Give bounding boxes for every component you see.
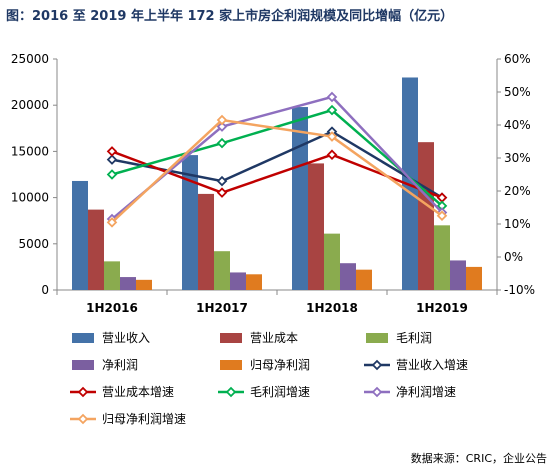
x-axis-tick-label: 1H2017 bbox=[196, 301, 248, 315]
bar bbox=[356, 269, 372, 290]
legend-label: 毛利润 bbox=[396, 331, 432, 345]
legend-label: 净利润 bbox=[102, 358, 138, 372]
line-point bbox=[106, 217, 118, 228]
right-axis-tick-label: 40% bbox=[504, 118, 531, 132]
left-axis-tick-label: 10000 bbox=[11, 191, 49, 205]
right-axis-tick-label: 60% bbox=[504, 52, 531, 66]
legend-marker bbox=[77, 386, 89, 398]
legend-swatch bbox=[72, 333, 94, 343]
series-line bbox=[111, 95, 443, 221]
bar bbox=[230, 272, 246, 290]
line-point bbox=[106, 146, 118, 157]
bar bbox=[88, 209, 104, 290]
bar bbox=[120, 277, 136, 290]
legend-marker bbox=[371, 386, 383, 398]
bar bbox=[292, 107, 308, 290]
source-note: 数据来源：CRIC，企业公告 bbox=[410, 452, 547, 465]
line-point bbox=[106, 169, 118, 180]
chart-title: 图：2016 至 2019 年上半年 172 家上市房企利润规模及同比增幅（亿元… bbox=[6, 9, 454, 24]
bar bbox=[136, 279, 152, 290]
legend-marker bbox=[371, 359, 383, 371]
series-line bbox=[111, 118, 443, 224]
right-axis-tick-label: 50% bbox=[504, 85, 531, 99]
bar bbox=[182, 155, 198, 290]
line-point bbox=[216, 114, 228, 126]
legend-label: 归母净利润增速 bbox=[102, 412, 186, 426]
bar bbox=[214, 251, 230, 290]
left-axis-tick-label: 15000 bbox=[11, 144, 49, 158]
bar bbox=[418, 142, 434, 290]
legend-marker bbox=[225, 386, 237, 398]
left-axis-tick-label: 20000 bbox=[11, 98, 49, 112]
legend-label: 归母净利润 bbox=[250, 358, 310, 372]
legend-label: 营业收入增速 bbox=[396, 358, 468, 372]
bar bbox=[72, 180, 88, 290]
line-point bbox=[106, 154, 118, 165]
line-point bbox=[216, 175, 228, 187]
bar bbox=[402, 77, 418, 290]
left-axis-tick-label: 25000 bbox=[11, 52, 49, 66]
line-point bbox=[326, 91, 338, 103]
right-axis-tick-label: 10% bbox=[504, 217, 531, 231]
bar bbox=[434, 225, 450, 290]
series-line bbox=[111, 130, 443, 199]
bar bbox=[104, 261, 120, 290]
x-axis-tick-label: 1H2016 bbox=[86, 301, 138, 315]
x-axis-tick-label: 1H2019 bbox=[416, 301, 468, 315]
line-point bbox=[326, 131, 338, 142]
legend-swatch bbox=[366, 333, 388, 343]
legend-swatch bbox=[72, 360, 94, 370]
bar bbox=[450, 260, 466, 290]
legend-swatch bbox=[220, 333, 242, 343]
left-axis-tick-label: 0 bbox=[41, 283, 49, 297]
line-point bbox=[326, 104, 338, 116]
legend-label: 营业收入 bbox=[102, 331, 150, 345]
line-point bbox=[216, 121, 228, 132]
line-point bbox=[326, 149, 338, 160]
legend-swatch bbox=[220, 360, 242, 370]
legend-label: 营业成本 bbox=[250, 331, 298, 345]
legend-marker bbox=[77, 413, 89, 425]
right-axis-tick-label: -10% bbox=[504, 283, 535, 297]
line-point bbox=[216, 187, 228, 198]
right-axis-tick-label: 0% bbox=[504, 250, 523, 264]
bar bbox=[466, 266, 482, 290]
bar bbox=[198, 193, 214, 290]
series-line bbox=[111, 108, 443, 207]
bar bbox=[308, 163, 324, 290]
x-axis-tick-label: 1H2018 bbox=[306, 301, 358, 315]
right-axis-tick-label: 20% bbox=[504, 184, 531, 198]
bar bbox=[340, 263, 356, 290]
line-point bbox=[436, 210, 448, 222]
bar bbox=[324, 233, 340, 290]
left-axis-tick-label: 5000 bbox=[18, 237, 49, 251]
line-point bbox=[216, 137, 228, 149]
series-line bbox=[111, 150, 443, 199]
legend-label: 净利润增速 bbox=[396, 385, 456, 399]
bar bbox=[246, 274, 262, 290]
legend-label: 营业成本增速 bbox=[102, 385, 174, 399]
right-axis-tick-label: 30% bbox=[504, 151, 531, 165]
legend-label: 毛利润增速 bbox=[250, 385, 310, 399]
